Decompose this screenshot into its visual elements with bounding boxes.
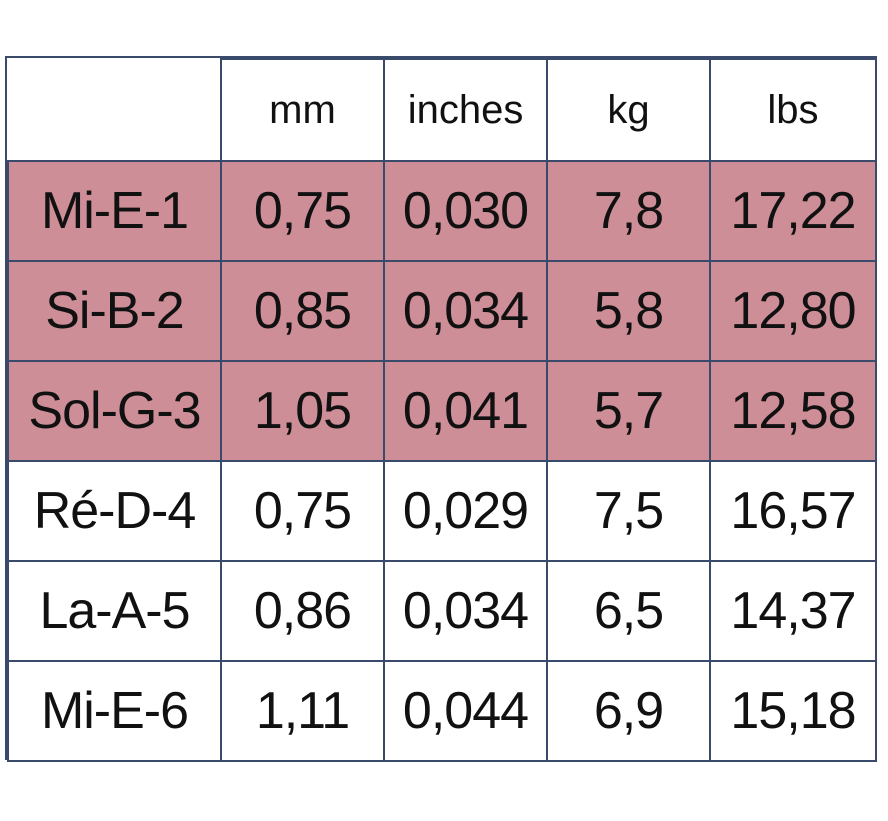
row-name-cell: Mi-E-1 [7,160,222,262]
inches-cell: 0,029 [383,460,548,562]
string-tension-table-container: mm inches kg lbs Mi-E-1 0,75 0,030 7,8 1… [5,56,877,762]
row-name-cell: Si-B-2 [7,260,222,362]
string-tension-table: mm inches kg lbs Mi-E-1 0,75 0,030 7,8 1… [7,58,877,762]
inches-cell: 0,034 [383,560,548,662]
lbs-cell: 12,58 [709,360,877,462]
inches-cell: 0,041 [383,360,548,462]
mm-cell: 0,86 [220,560,385,662]
table-row: Sol-G-3 1,05 0,041 5,7 12,58 [7,360,877,462]
kg-cell: 6,5 [546,560,711,662]
inches-cell: 0,030 [383,160,548,262]
kg-cell: 7,8 [546,160,711,262]
kg-cell: 5,7 [546,360,711,462]
mm-cell: 1,11 [220,660,385,762]
header-inches: inches [383,58,548,162]
row-name-cell: Sol-G-3 [7,360,222,462]
kg-cell: 7,5 [546,460,711,562]
lbs-cell: 15,18 [709,660,877,762]
table-row: Ré-D-4 0,75 0,029 7,5 16,57 [7,460,877,562]
lbs-cell: 16,57 [709,460,877,562]
row-name-cell: Mi-E-6 [7,660,222,762]
lbs-cell: 14,37 [709,560,877,662]
header-lbs: lbs [709,58,877,162]
table-row: Si-B-2 0,85 0,034 5,8 12,80 [7,260,877,362]
lbs-cell: 12,80 [709,260,877,362]
header-kg: kg [546,58,711,162]
header-corner-cell [7,58,222,162]
inches-cell: 0,034 [383,260,548,362]
table-row: La-A-5 0,86 0,034 6,5 14,37 [7,560,877,662]
table-row: Mi-E-1 0,75 0,030 7,8 17,22 [7,160,877,262]
table-row: Mi-E-6 1,11 0,044 6,9 15,18 [7,660,877,762]
mm-cell: 0,85 [220,260,385,362]
kg-cell: 5,8 [546,260,711,362]
mm-cell: 1,05 [220,360,385,462]
mm-cell: 0,75 [220,160,385,262]
kg-cell: 6,9 [546,660,711,762]
table-header-row: mm inches kg lbs [7,58,877,162]
lbs-cell: 17,22 [709,160,877,262]
row-name-cell: La-A-5 [7,560,222,662]
inches-cell: 0,044 [383,660,548,762]
header-mm: mm [220,58,385,162]
row-name-cell: Ré-D-4 [7,460,222,562]
mm-cell: 0,75 [220,460,385,562]
